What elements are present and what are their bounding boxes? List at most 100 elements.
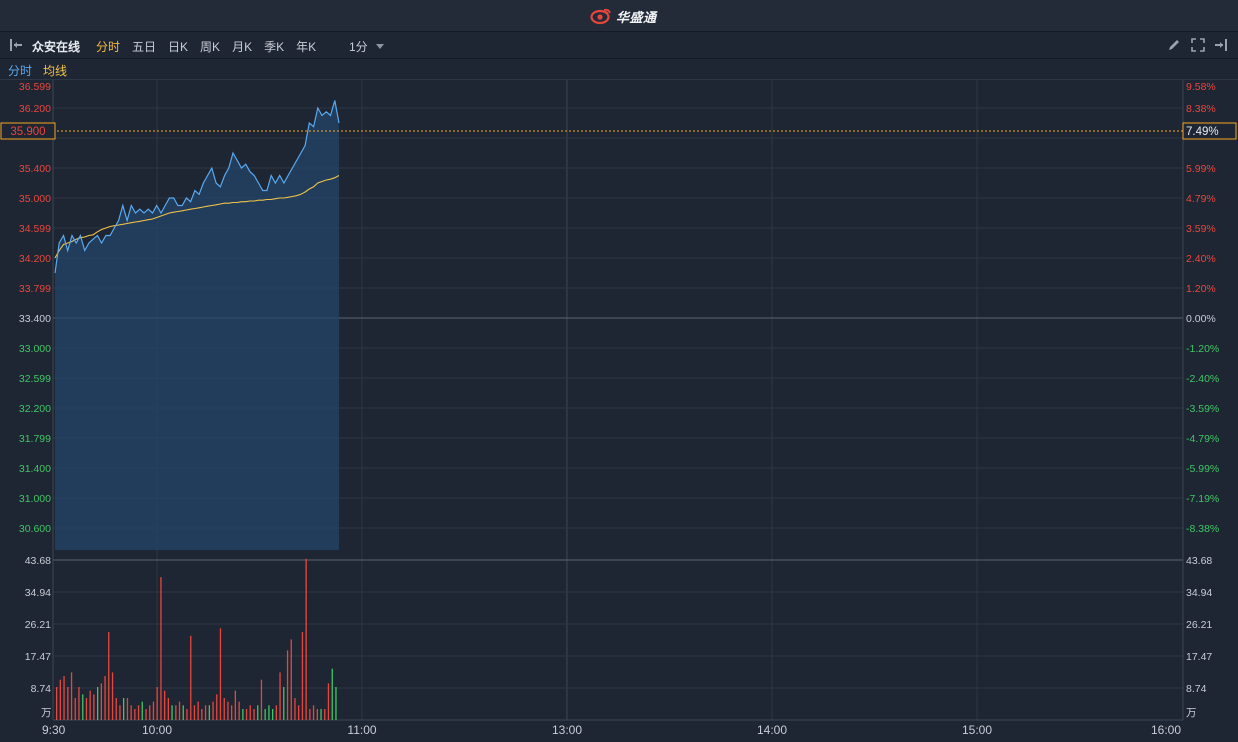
volume-bar xyxy=(264,709,266,720)
tab-daily-k[interactable]: 日K xyxy=(168,40,189,54)
volume-bar xyxy=(279,672,281,720)
volume-bar xyxy=(178,701,181,720)
chart-legend: 分时 均线 xyxy=(0,59,1238,80)
volume-bar xyxy=(253,709,255,720)
price-tick-label: 33.400 xyxy=(19,313,51,325)
volume-bar xyxy=(56,687,58,720)
volume-bar xyxy=(316,709,318,720)
price-tick-label: 31.000 xyxy=(19,493,51,505)
volume-bar xyxy=(182,705,184,720)
legend-intraday-line: 分时 xyxy=(8,64,33,78)
volume-bar xyxy=(275,705,277,720)
volume-bar xyxy=(74,698,76,720)
average-series xyxy=(54,175,340,259)
percent-tick-label: -1.20% xyxy=(1186,343,1219,355)
volume-tick-label-right: 43.68 xyxy=(1186,555,1212,567)
volume-bar xyxy=(227,701,229,720)
price-tick-label: 32.200 xyxy=(19,403,51,415)
volume-bar xyxy=(100,683,102,720)
volume-bar xyxy=(197,701,199,720)
volume-bar xyxy=(249,705,251,720)
price-tick-label: 36.200 xyxy=(19,103,51,115)
volume-bar xyxy=(312,705,315,720)
volume-bar xyxy=(268,705,270,720)
volume-bar xyxy=(309,709,311,720)
current-pct-box xyxy=(1182,122,1237,140)
volume-tick-label-left: 8.74 xyxy=(31,683,52,695)
percent-tick-label: 9.58% xyxy=(1186,81,1216,93)
volume-bar xyxy=(201,709,203,720)
volume-tick-label-right: 17.47 xyxy=(1186,651,1212,663)
price-tick-label: 34.599 xyxy=(19,223,51,235)
tab-quarterly-k[interactable]: 季K xyxy=(264,40,285,54)
tab-yearly-k[interactable]: 年K xyxy=(296,40,317,54)
volume-bar xyxy=(93,694,95,720)
price-tick-label: 35.000 xyxy=(19,193,51,205)
pencil-icon[interactable] xyxy=(1166,37,1182,53)
volume-bar xyxy=(301,632,304,720)
volume-bar xyxy=(238,701,240,720)
percent-tick-label: -2.40% xyxy=(1186,373,1219,385)
price-line xyxy=(54,100,340,274)
volume-bar xyxy=(85,698,88,720)
current-price-label: 35.900 xyxy=(10,126,45,138)
tab-five-day[interactable]: 五日 xyxy=(132,40,157,54)
brand-logo-icon xyxy=(590,8,611,25)
time-tick-label: 15:00 xyxy=(962,723,992,737)
percent-tick-label: 3.59% xyxy=(1186,223,1216,235)
volume-bar xyxy=(212,701,214,720)
volume-bar xyxy=(286,650,289,720)
collapse-right-icon[interactable] xyxy=(1213,37,1229,53)
volume-bar xyxy=(175,705,177,720)
intraday-chart[interactable]: 36.599 36.200 35.400 35.000 34.599 34.200 33.7… xyxy=(0,80,1238,742)
volume-bar xyxy=(171,705,173,720)
volume-bar xyxy=(108,632,110,720)
volume-bar xyxy=(204,705,207,720)
price-series xyxy=(54,100,340,274)
percent-tick-label: -5.99% xyxy=(1186,463,1219,475)
price-tick-label: 36.599 xyxy=(19,81,51,93)
percent-tick-label: -8.38% xyxy=(1186,523,1219,535)
average-line xyxy=(54,175,340,259)
volume-bars xyxy=(56,558,337,720)
period-tabs: 分时 五日 日K 周K 月K 季K 年K xyxy=(96,38,328,55)
tab-weekly-k[interactable]: 周K xyxy=(200,40,221,54)
volume-tick-label-left: 26.21 xyxy=(25,619,51,631)
volume-bar xyxy=(193,705,196,720)
fullscreen-icon[interactable] xyxy=(1190,37,1206,53)
volume-bar xyxy=(283,687,285,720)
percent-tick-label: 0.00% xyxy=(1186,313,1216,325)
volume-bar xyxy=(111,672,114,720)
volume-bar xyxy=(70,672,73,720)
volume-bar xyxy=(327,683,330,720)
chevron-down-icon xyxy=(375,44,384,49)
time-tick-label: 11:00 xyxy=(347,723,376,737)
volume-bar xyxy=(119,705,121,720)
volume-bar xyxy=(167,698,169,720)
minute-select[interactable]: 1分 xyxy=(349,38,384,55)
volume-bar xyxy=(242,709,244,720)
volume-tick-label-left: 43.68 xyxy=(25,555,51,567)
brand: 华盛通 xyxy=(590,6,657,26)
volume-bar xyxy=(149,705,151,720)
tab-monthly-k[interactable]: 月K xyxy=(232,40,253,54)
volume-bar xyxy=(59,679,61,720)
volume-bar xyxy=(245,709,248,720)
time-tick-label: 9:30 xyxy=(42,723,66,737)
tab-intraday[interactable]: 分时 xyxy=(96,40,121,54)
volume-bar xyxy=(126,698,129,720)
title-bar: 华盛通 xyxy=(0,0,1238,32)
volume-bar xyxy=(115,698,117,720)
volume-bar xyxy=(89,690,91,720)
volume-bar xyxy=(78,687,80,720)
volume-tick-label-right: 34.94 xyxy=(1186,587,1212,599)
volume-bar xyxy=(186,709,188,720)
volume-bar xyxy=(141,701,143,720)
percent-tick-label: 8.38% xyxy=(1186,103,1216,115)
percent-tick-label: 5.99% xyxy=(1186,163,1216,175)
volume-axis: 43.68 43.68 34.94 34.94 26.21 26.21 17.47 17.47… xyxy=(25,555,1213,719)
volume-bar xyxy=(272,709,274,720)
collapse-left-icon[interactable] xyxy=(8,37,24,53)
time-tick-label: 10:00 xyxy=(142,723,172,737)
